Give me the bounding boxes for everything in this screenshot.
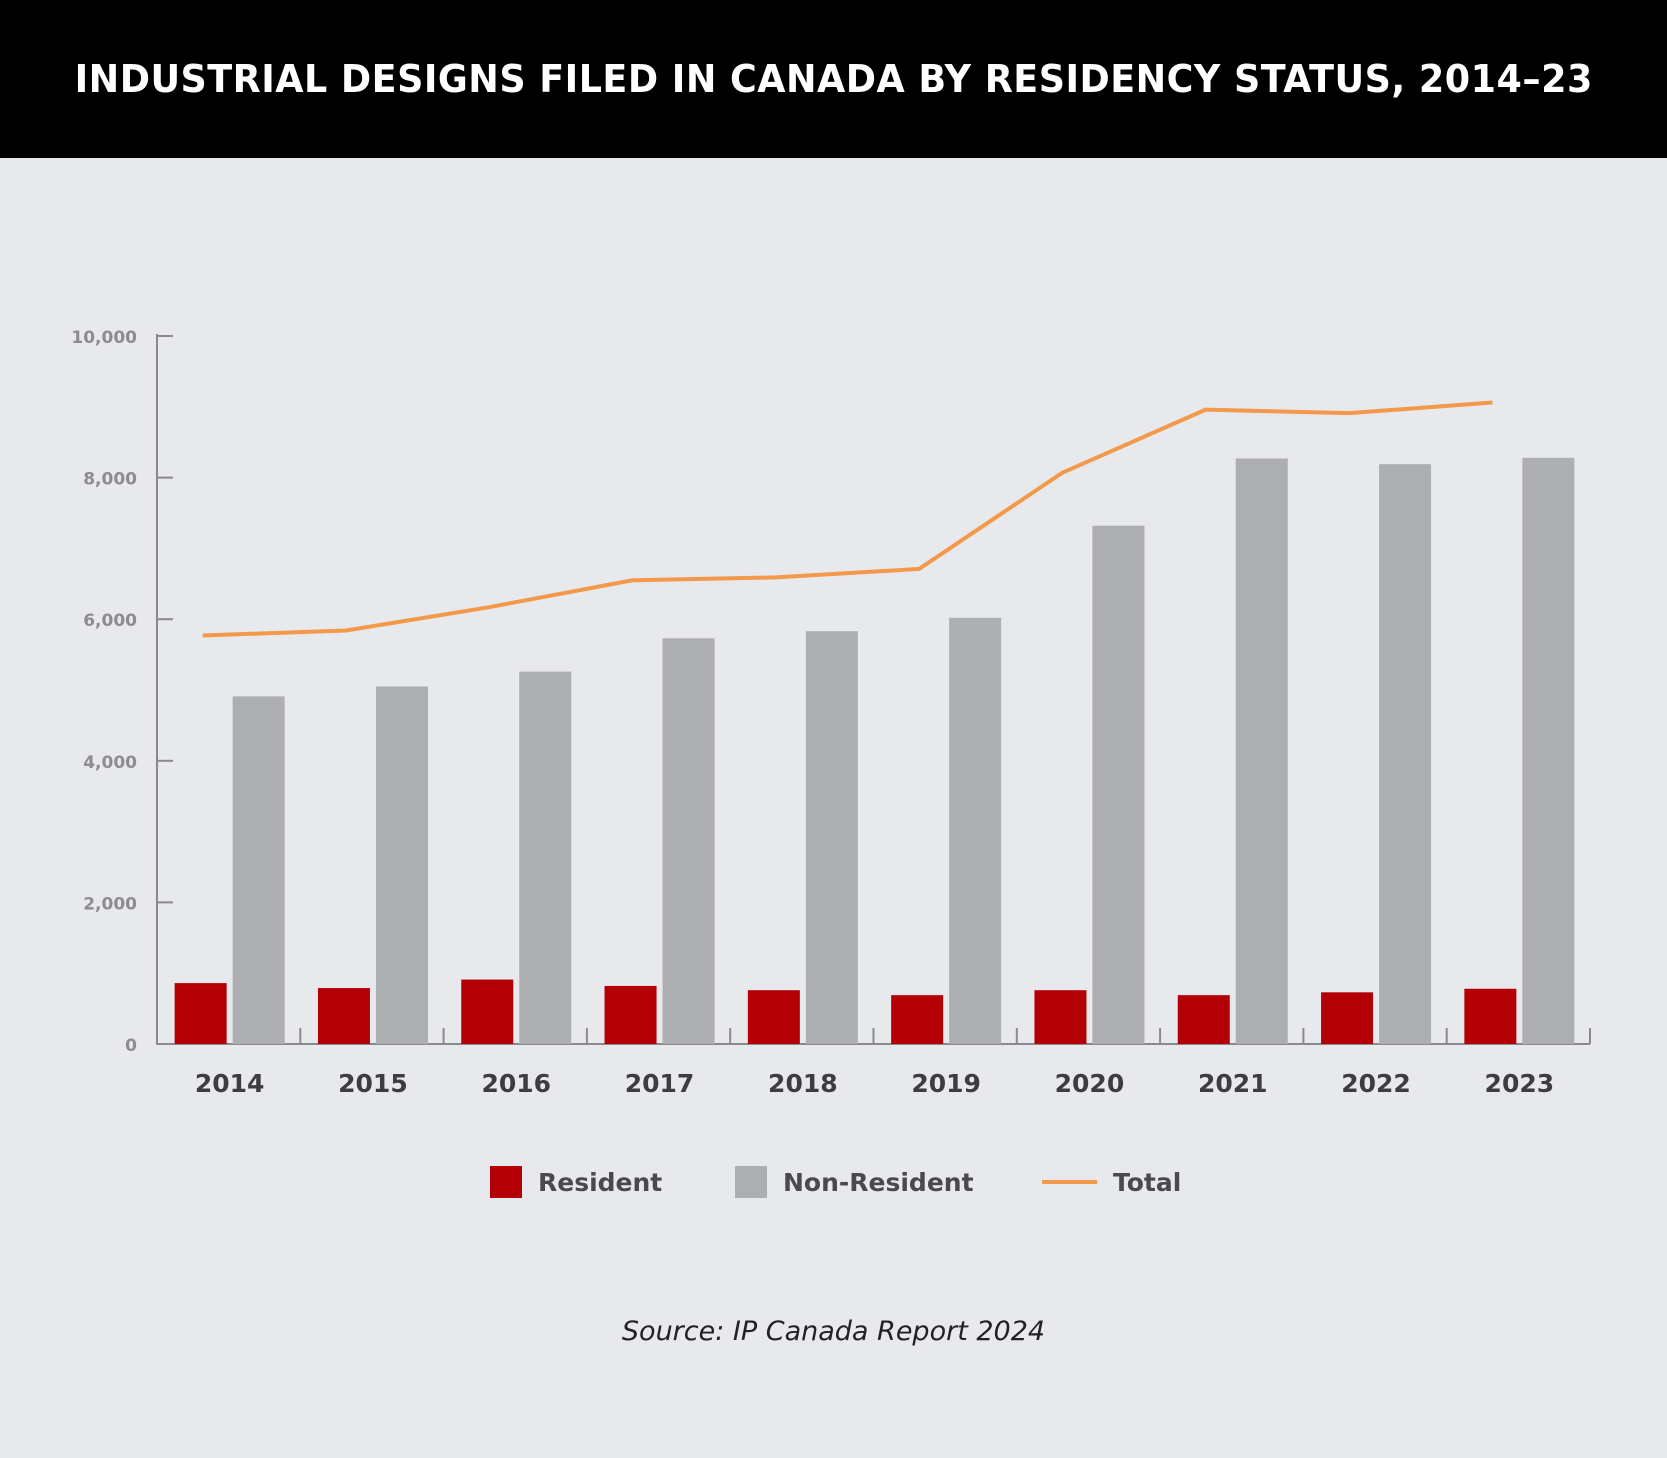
bar-resident <box>174 983 227 1044</box>
bar-resident <box>317 988 370 1044</box>
y-tick-label: 4,000 <box>83 753 137 773</box>
bar-resident <box>891 995 944 1044</box>
y-tick-label: 0 <box>125 1036 137 1056</box>
bar-non-resident <box>1379 464 1432 1044</box>
bar-non-resident <box>662 638 715 1044</box>
x-category-label: 2019 <box>911 1069 981 1098</box>
bar-resident <box>1177 995 1230 1044</box>
bar-non-resident <box>232 696 285 1044</box>
y-tick-label: 2,000 <box>83 894 137 914</box>
x-category-label: 2018 <box>768 1069 838 1098</box>
bar-non-resident <box>949 617 1002 1044</box>
bar-non-resident <box>805 631 858 1044</box>
bar-resident <box>1321 992 1374 1044</box>
bar-non-resident <box>519 671 572 1044</box>
bar-resident <box>604 985 657 1044</box>
legend-swatch-non-resident <box>735 1166 767 1198</box>
bar-non-resident <box>375 686 428 1044</box>
legend-swatch-resident <box>490 1166 522 1198</box>
x-category-label: 2021 <box>1198 1069 1268 1098</box>
title-bar: INDUSTRIAL DESIGNS FILED IN CANADA BY RE… <box>0 0 1667 158</box>
legend: Resident Non-Resident Total <box>490 1166 1181 1198</box>
legend-label-total: Total <box>1113 1168 1181 1197</box>
bar-resident <box>461 979 514 1044</box>
x-category-label: 2014 <box>195 1069 265 1098</box>
bar-non-resident <box>1235 458 1288 1044</box>
bar-resident <box>1464 988 1517 1044</box>
x-category-label: 2023 <box>1485 1069 1555 1098</box>
x-category-label: 2022 <box>1341 1069 1411 1098</box>
chart-title: INDUSTRIAL DESIGNS FILED IN CANADA BY RE… <box>74 57 1593 101</box>
legend-label-non-resident: Non-Resident <box>783 1168 974 1197</box>
y-tick-label: 8,000 <box>83 470 137 490</box>
bar-resident <box>1034 990 1087 1044</box>
bar-resident <box>747 990 800 1044</box>
y-tick-label: 6,000 <box>83 611 137 631</box>
legend-label-resident: Resident <box>538 1168 662 1197</box>
x-category-label: 2015 <box>338 1069 408 1098</box>
x-category-label: 2016 <box>481 1069 551 1098</box>
bar-non-resident <box>1522 457 1575 1044</box>
y-tick-label: 10,000 <box>71 328 137 348</box>
bar-non-resident <box>1092 525 1145 1044</box>
x-category-label: 2020 <box>1055 1069 1125 1098</box>
chart: 0 2,000 4,000 6,000 8,000 10,000 2014 2015 2016 2… <box>71 328 1591 1198</box>
total-line <box>202 400 1493 638</box>
source-note: Source: IP Canada Report 2024 <box>621 1316 1046 1347</box>
x-category-label: 2017 <box>625 1069 695 1098</box>
